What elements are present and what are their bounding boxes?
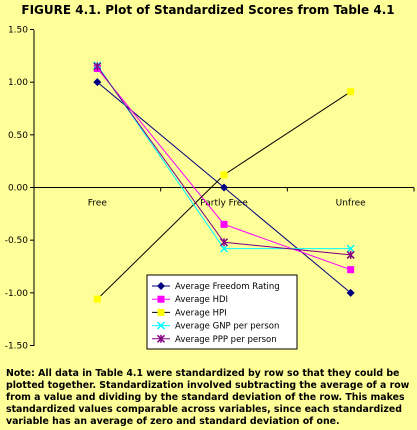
legend-swatch-marker xyxy=(157,295,165,303)
y-tick-label: 1.50 xyxy=(8,26,28,36)
data-point xyxy=(220,183,228,192)
chart-title: FIGURE 4.1. Plot of Standardized Scores … xyxy=(21,3,394,17)
chart-series xyxy=(93,61,355,303)
legend-label: Average HDI xyxy=(175,295,228,305)
legend-swatch-marker xyxy=(157,308,165,316)
data-point xyxy=(346,250,355,259)
series-line-2 xyxy=(96,91,351,300)
legend-label: Average PPP per person xyxy=(175,335,277,345)
data-point xyxy=(220,220,228,228)
x-tick-label: Free xyxy=(88,199,108,209)
legend-box xyxy=(146,274,298,350)
data-point xyxy=(93,295,101,303)
y-tick-label: 1.00 xyxy=(8,78,28,88)
data-point xyxy=(219,244,229,253)
x-tick-label: Partly Free xyxy=(200,199,248,209)
y-tick-label: 0.50 xyxy=(8,131,28,141)
data-point xyxy=(93,78,102,87)
legend-label: Average GNP per person xyxy=(175,322,279,332)
y-tick-label: 0.00 xyxy=(8,184,28,194)
legend-swatch-marker xyxy=(156,334,166,343)
data-point xyxy=(347,88,355,96)
y-tick-label: -1.00 xyxy=(5,289,29,299)
data-point xyxy=(219,238,229,247)
data-point xyxy=(93,62,102,71)
legend-label: Average HPI xyxy=(175,308,227,318)
x-tick-label: Unfree xyxy=(336,199,366,209)
legend-label: Average Freedom Rating xyxy=(175,282,280,292)
data-point xyxy=(346,288,355,297)
data-point xyxy=(346,244,355,253)
chart-legend: Average Freedom Rating Average HDI Average… xyxy=(146,274,298,350)
legend-swatch-marker xyxy=(157,282,165,290)
data-point xyxy=(347,266,355,274)
y-tick-label: -0.50 xyxy=(5,236,29,246)
chart-note: Note: All data in Table 4.1 were standar… xyxy=(6,368,410,427)
y-tick-label: -1.50 xyxy=(5,342,29,352)
chart: FIGURE 4.1. Plot of Standardized Scores … xyxy=(5,3,415,352)
chart-axes: 1.50 1.00 0.50 0.00 -0.50 -1.00 -1.50 Free Partl… xyxy=(5,26,415,352)
data-point xyxy=(220,171,228,179)
legend-swatch-marker xyxy=(156,321,166,330)
